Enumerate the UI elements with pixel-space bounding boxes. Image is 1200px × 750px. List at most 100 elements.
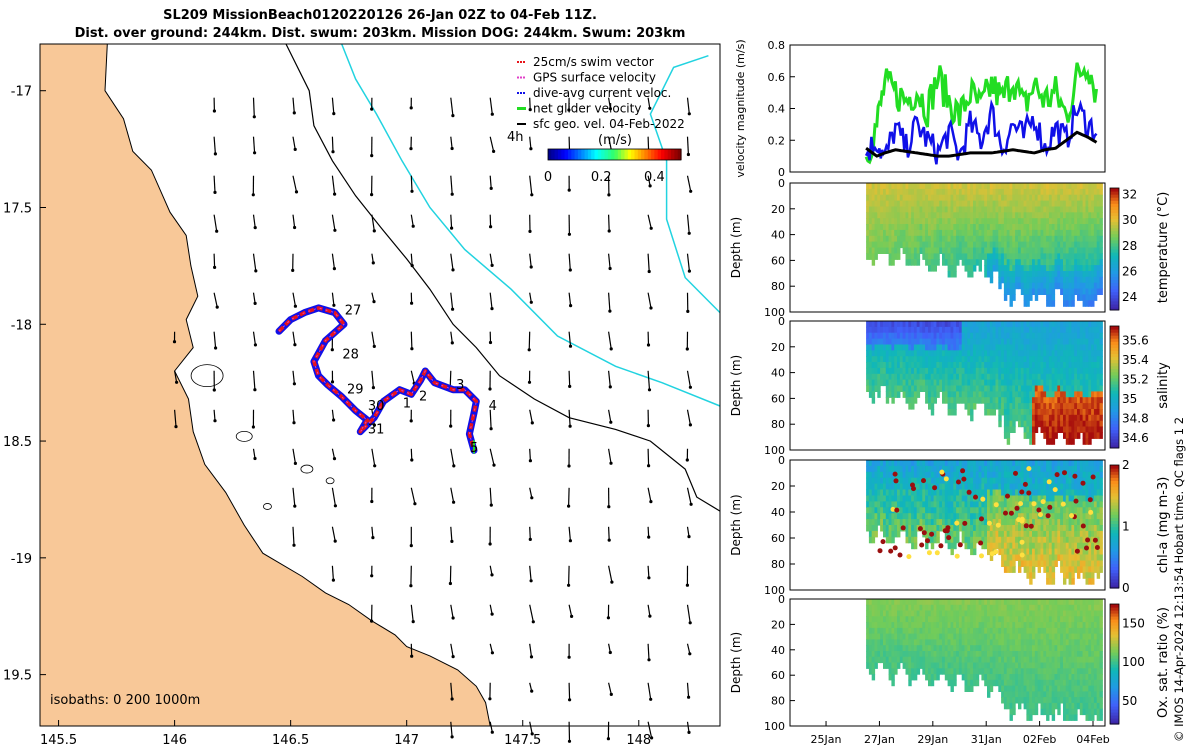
profile-cell <box>1020 483 1025 491</box>
profile-cell <box>1085 229 1089 237</box>
sfc-velocity-arrowhead <box>451 268 455 272</box>
profile-cell <box>1032 212 1036 219</box>
profile-cell <box>871 610 876 617</box>
profile-cell <box>925 241 929 249</box>
profile-cell <box>984 253 988 260</box>
profile-cell <box>1082 507 1086 514</box>
profile-cell <box>950 525 954 532</box>
profile-cell <box>1096 566 1101 573</box>
profile-cell <box>1091 282 1095 290</box>
profile-cell <box>942 326 946 334</box>
profile-cell <box>1015 241 1019 249</box>
profile-cell <box>1034 495 1039 502</box>
profile-cell <box>1051 259 1056 266</box>
profile-cell <box>1006 420 1011 428</box>
profile-cell <box>953 373 957 381</box>
profile-cell <box>964 385 968 392</box>
profile-cell <box>1020 471 1025 479</box>
profile-cell <box>871 627 876 635</box>
sfc-velocity-arrow <box>608 214 610 232</box>
profile-cell <box>1003 282 1008 290</box>
profile-cell <box>1099 507 1103 514</box>
profile-cell <box>1057 409 1061 416</box>
profile-cell <box>877 200 881 208</box>
profile-cell <box>1001 403 1005 410</box>
profile-cell <box>1051 294 1056 301</box>
profile-cell <box>1088 235 1092 243</box>
profile-cell <box>911 235 915 243</box>
profile-cell <box>967 247 971 254</box>
profile-cell <box>973 373 977 381</box>
profile-cell <box>970 362 974 369</box>
profile-cell <box>913 218 918 225</box>
profile-cell <box>1043 519 1047 526</box>
profile-cell <box>905 373 909 381</box>
profile-cell <box>1088 471 1092 479</box>
profile-cell <box>1012 188 1016 196</box>
profile-cell <box>975 460 980 467</box>
profile-cell <box>956 259 960 266</box>
profile-cell <box>908 519 912 526</box>
profile-cell <box>1029 483 1033 491</box>
profile-cell <box>1074 218 1078 225</box>
profile-cell <box>1003 321 1008 328</box>
profile-cell <box>1006 566 1011 573</box>
map-colorbar-cell <box>651 149 655 160</box>
profile-cell <box>899 513 904 520</box>
profile-cell <box>883 183 887 190</box>
profile-cell <box>1063 385 1067 392</box>
profile-cell <box>970 206 974 213</box>
profile-cell <box>1020 332 1025 340</box>
profile-cell <box>897 253 901 260</box>
profile-cell <box>1077 367 1081 375</box>
profile-cell <box>1029 420 1033 428</box>
profile-cell <box>891 501 895 508</box>
profile-cell <box>950 338 954 346</box>
profile-cell <box>1088 206 1092 213</box>
profile-cell <box>1068 282 1072 290</box>
profile-cell <box>1054 282 1058 290</box>
profile-cell <box>964 321 968 328</box>
profile-cell <box>891 519 895 526</box>
profile-cell <box>1006 548 1011 556</box>
profile-cell <box>956 483 960 491</box>
profile-cell <box>1034 321 1039 328</box>
profile-cell <box>936 373 940 381</box>
profile-cell <box>933 265 937 272</box>
profile-cell <box>933 379 937 387</box>
profile-cell <box>1040 188 1044 196</box>
profile-cell <box>1065 483 1070 491</box>
profile-cell <box>1029 477 1033 485</box>
profile-cell <box>868 610 873 617</box>
profile-cell <box>975 241 980 249</box>
profile-cell <box>947 271 951 278</box>
profile-cell <box>953 391 957 398</box>
profile-cell <box>1099 513 1103 520</box>
profile-cell <box>1032 367 1036 375</box>
profile-cell <box>1003 212 1008 219</box>
profile-cell <box>1012 560 1016 567</box>
profile-cell <box>961 321 966 328</box>
profile-cell <box>1026 235 1030 243</box>
profile-cell <box>1012 414 1016 422</box>
profile-colorbar-cell <box>1110 417 1119 422</box>
profile-cell <box>874 321 878 328</box>
profile-cell <box>973 465 977 473</box>
profile-cell <box>961 530 966 538</box>
profile-cell <box>1048 247 1053 254</box>
profile-cell <box>1096 326 1101 334</box>
profile-cell <box>905 326 909 334</box>
profile-cell <box>905 332 909 340</box>
profile-cell <box>1091 367 1095 375</box>
profile-cell <box>874 616 878 623</box>
profile-cell <box>1048 572 1053 579</box>
profile-cell <box>970 525 974 532</box>
sfc-velocity-arrowhead <box>251 425 255 429</box>
profile-cell <box>984 235 988 243</box>
profile-cell <box>913 373 918 381</box>
profile-colorbar-cell <box>1110 566 1119 571</box>
profile-cell <box>911 460 915 467</box>
sfc-velocity-arrowhead <box>450 341 454 345</box>
profile-cell <box>992 397 996 404</box>
sfc-velocity-arrow <box>568 409 571 427</box>
